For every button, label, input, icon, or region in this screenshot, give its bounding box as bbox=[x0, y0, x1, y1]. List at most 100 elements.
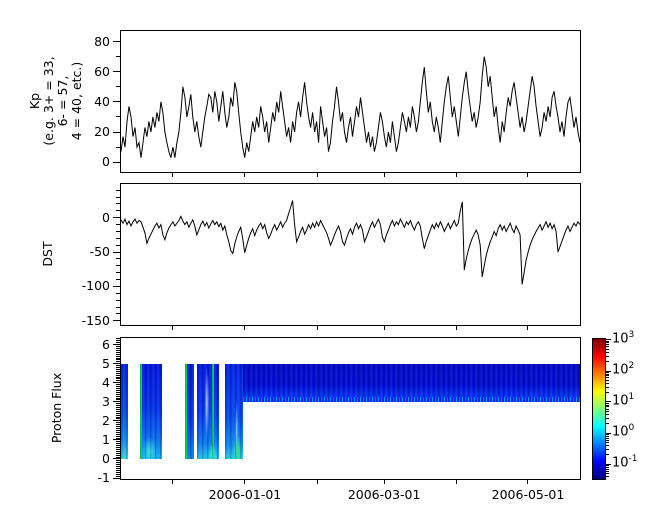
y-minor-tick bbox=[116, 441, 120, 443]
x-major-tick bbox=[456, 480, 458, 484]
y-minor-tick bbox=[116, 452, 120, 454]
y-minor-tick bbox=[116, 365, 120, 367]
y-minor-tick bbox=[116, 230, 120, 232]
y-minor-tick bbox=[116, 244, 120, 246]
colorbar-tick-label: 10-1 bbox=[612, 454, 638, 471]
colorbar-tick-label: 102 bbox=[612, 361, 635, 378]
y-minor-tick bbox=[116, 437, 120, 439]
x-major-tick bbox=[456, 173, 458, 177]
colorbar-minor-tick bbox=[606, 386, 609, 388]
heatmap-band bbox=[243, 363, 580, 402]
heatmap-strip bbox=[196, 363, 219, 459]
heatmap-striation bbox=[243, 363, 580, 402]
y-minor-tick bbox=[116, 468, 120, 470]
kp-series-line bbox=[121, 56, 580, 158]
colorbar-minor-tick bbox=[606, 454, 609, 456]
heatmap-green-line bbox=[212, 363, 215, 459]
x-major-tick bbox=[244, 480, 246, 484]
y-major-tick bbox=[113, 131, 120, 133]
colorbar-minor-tick bbox=[606, 346, 609, 348]
y-minor-tick bbox=[116, 399, 120, 401]
y-minor-tick bbox=[116, 292, 120, 294]
y-major-tick bbox=[113, 320, 120, 322]
x-major-tick bbox=[317, 326, 319, 330]
y-minor-tick bbox=[116, 386, 120, 388]
y-minor-tick bbox=[116, 384, 120, 386]
y-minor-tick bbox=[116, 447, 120, 449]
y-major-tick bbox=[113, 439, 120, 441]
y-minor-tick bbox=[116, 403, 120, 405]
y-tick-label: 2 bbox=[102, 412, 110, 428]
colorbar-minor-tick bbox=[606, 351, 609, 353]
x-major-tick bbox=[527, 326, 529, 330]
colorbar-minor-tick bbox=[606, 379, 609, 381]
y-minor-tick bbox=[116, 416, 120, 418]
colorbar-minor-tick bbox=[606, 406, 609, 408]
kp-plot-area bbox=[121, 31, 580, 172]
y-minor-tick bbox=[116, 407, 120, 409]
colorbar-minor-tick bbox=[606, 340, 609, 342]
y-minor-tick bbox=[116, 346, 120, 348]
x-major-tick bbox=[317, 173, 319, 177]
x-tick-label-mar: 2006-03-01 bbox=[347, 487, 421, 502]
colorbar-minor-tick bbox=[606, 466, 609, 468]
y-minor-tick bbox=[116, 340, 120, 342]
y-tick-label: -100 bbox=[81, 278, 110, 294]
y-minor-tick bbox=[116, 299, 120, 301]
y-major-tick bbox=[113, 161, 120, 163]
y-minor-tick bbox=[116, 435, 120, 437]
y-minor-tick bbox=[116, 466, 120, 468]
dst-panel bbox=[120, 183, 581, 326]
colorbar-minor-tick bbox=[606, 435, 609, 437]
colorbar-major-tick bbox=[606, 432, 611, 434]
y-minor-tick bbox=[116, 376, 120, 378]
y-minor-tick bbox=[116, 224, 120, 226]
colorbar bbox=[592, 338, 606, 480]
colorbar-minor-tick bbox=[606, 392, 609, 394]
y-minor-tick bbox=[116, 313, 120, 315]
dst-series-line bbox=[121, 200, 580, 285]
colorbar-minor-tick bbox=[606, 348, 609, 350]
colorbar-minor-tick bbox=[606, 403, 609, 405]
y-minor-tick bbox=[116, 306, 120, 308]
x-tick-label-may: 2006-05-01 bbox=[491, 487, 565, 502]
y-minor-tick bbox=[116, 368, 120, 370]
y-minor-tick bbox=[116, 433, 120, 435]
y-minor-tick bbox=[116, 397, 120, 399]
y-minor-tick bbox=[116, 450, 120, 452]
y-tick-label: 0 bbox=[102, 450, 110, 466]
heatmap-striation bbox=[139, 363, 162, 459]
y-minor-tick bbox=[116, 272, 120, 274]
y-minor-tick bbox=[116, 353, 120, 355]
y-major-tick bbox=[113, 285, 120, 287]
y-tick-label: 1 bbox=[102, 431, 110, 447]
colorbar-minor-tick bbox=[606, 442, 609, 444]
colorbar-minor-tick bbox=[606, 373, 609, 375]
heatmap-striation bbox=[184, 363, 194, 459]
y-minor-tick bbox=[116, 443, 120, 445]
y-minor-tick bbox=[116, 374, 120, 376]
heatmap-strip bbox=[121, 363, 128, 459]
colorbar-minor-tick bbox=[606, 468, 609, 470]
y-minor-tick bbox=[116, 367, 120, 369]
y-minor-tick bbox=[116, 387, 120, 389]
y-minor-tick bbox=[116, 393, 120, 395]
colorbar-minor-tick bbox=[606, 439, 609, 441]
colorbar-tick-label: 103 bbox=[612, 329, 635, 347]
y-minor-tick bbox=[116, 265, 120, 267]
colorbar-minor-tick bbox=[606, 448, 609, 450]
y-minor-tick bbox=[116, 203, 120, 205]
colorbar-minor-tick bbox=[606, 342, 609, 344]
y-minor-tick bbox=[116, 460, 120, 462]
x-major-tick bbox=[171, 480, 173, 484]
heatmap-bright-blob bbox=[205, 439, 219, 459]
y-minor-tick bbox=[116, 405, 120, 407]
y-minor-tick bbox=[116, 469, 120, 471]
x-major-tick bbox=[527, 480, 529, 484]
heatmap-bright-blob bbox=[231, 427, 244, 459]
y-major-tick bbox=[113, 71, 120, 73]
y-minor-tick bbox=[116, 378, 120, 380]
colorbar-major-tick bbox=[606, 339, 611, 341]
y-major-tick bbox=[113, 420, 120, 422]
y-minor-tick bbox=[116, 116, 120, 118]
